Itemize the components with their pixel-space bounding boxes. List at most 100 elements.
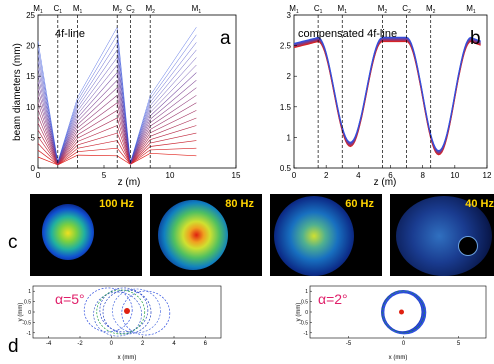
plot-b-ytick-label: 0.5 <box>280 164 292 173</box>
plot-b-title: compensated 4f-line <box>298 28 397 40</box>
plot-d2: -5 0 5 1 0.5 0 -0.5 -1 α=2° x (mm) y (mm) <box>296 285 487 361</box>
plot-a-ytick-label: 5 <box>31 133 36 142</box>
beam-spot <box>158 200 228 270</box>
beam-label-100hz: 100 Hz <box>99 198 134 210</box>
plot-a-marker-label: M2 <box>112 4 122 15</box>
plot-d1-ytick-label: 0.5 <box>24 300 31 306</box>
plot-d2-angle: α=2° <box>318 291 348 307</box>
plot-d1-circle <box>96 289 146 335</box>
plot-a-ytick-label: 10 <box>26 103 35 112</box>
plot-a-ytick-label: 15 <box>26 72 35 81</box>
plot-d2-xtick-label: -5 <box>346 341 352 347</box>
plot-d1-circle <box>112 288 161 334</box>
plot-b-ytick-label: 1.5 <box>280 103 292 112</box>
plot-d1-circle <box>99 287 149 333</box>
plot-b-marker-label: M1 <box>289 4 299 15</box>
plot-d2-ytick-label: -0.5 <box>299 320 308 326</box>
plot-b-marker-label: M2 <box>378 4 388 15</box>
plot-b-curves <box>293 36 481 156</box>
plot-d1-circle <box>83 287 133 333</box>
plot-d1-xtick-label: -2 <box>77 341 83 347</box>
plot-b-ytick-label: 3 <box>287 11 292 20</box>
plot-b-xtick-label: 6 <box>388 171 393 180</box>
plot-a-marker-label: M1 <box>73 4 83 15</box>
plot-a-ylabel: beam diameters (mm) <box>12 43 23 141</box>
plot-b-curve <box>293 37 481 152</box>
plot-d1-ytick-label: 0 <box>28 310 31 316</box>
plot-b-curve <box>293 41 481 156</box>
plot-b-ytick-label: 2.5 <box>280 42 292 51</box>
plot-a-ytick-label: 25 <box>26 11 35 20</box>
plot-a-xtick-label: 5 <box>102 171 107 180</box>
beam-label-60hz: 60 Hz <box>345 198 374 210</box>
beam-image-40hz: 40 Hz <box>390 194 494 276</box>
plot-d2-circle-green <box>382 290 425 334</box>
plot-b: M1 C1 M1 M2 C2 M2 M1 0 2 4 6 8 10 12 0.5 1 1.5 2 2.5 3 com… <box>280 4 492 188</box>
plot-a-xtick-label: 0 <box>36 171 41 180</box>
plot-a-ytick-label: 20 <box>26 42 35 51</box>
panel-label-c: c <box>8 232 18 253</box>
plot-a-ytick-label: 0 <box>31 164 36 173</box>
plot-b-xtick-label: 12 <box>483 171 492 180</box>
plot-d1-xtick-label: -4 <box>46 341 52 347</box>
plot-b-curve <box>293 40 481 155</box>
plot-d2-xtick-label: 5 <box>457 341 461 347</box>
beam-image-80hz: 80 Hz <box>150 194 262 276</box>
plot-b-xtick-label: 10 <box>450 171 459 180</box>
plot-b-ytick-label: 1 <box>287 133 292 142</box>
plot-b-marker-label: M1 <box>466 4 476 15</box>
plot-d2-ticks: -5 0 5 1 0.5 0 -0.5 -1 <box>299 289 460 347</box>
plot-b-xtick-label: 8 <box>420 171 425 180</box>
plot-d1-center <box>124 307 130 314</box>
plot-d1-ticks: -4 -2 0 2 4 6 1 0.5 0 -0.5 -1 <box>22 289 207 347</box>
plot-d1: -4 -2 0 2 4 6 1 0.5 0 -0.5 -1 α=5° x (mm) y (mm) <box>18 285 222 361</box>
plot-b-curve <box>293 38 481 153</box>
panel-label-d: d <box>8 336 19 357</box>
plot-d1-ylabel: y (mm) <box>18 303 24 322</box>
plot-b-curve <box>293 38 481 153</box>
plot-a-marker-label: M1 <box>33 4 43 15</box>
plot-a-marker-label: C1 <box>54 4 63 15</box>
plot-b-ytick-label: 2 <box>287 72 292 81</box>
dark-spot <box>458 236 478 256</box>
plot-a-xtick-label: 10 <box>166 171 175 180</box>
plot-a-title: 4f-line <box>55 28 85 40</box>
panel-label-b: b <box>470 28 481 49</box>
plot-d1-xtick-label: 2 <box>141 341 145 347</box>
plot-b-curve <box>293 36 481 152</box>
plot-d1-circle <box>93 291 142 337</box>
plot-a-marker-label: M1 <box>192 4 202 15</box>
plot-d2-circles <box>381 289 427 335</box>
plot-d2-xtick-label: 0 <box>402 341 406 347</box>
plot-a-xlabel: z (m) <box>118 177 141 188</box>
beam-spot <box>274 196 354 276</box>
plot-d1-xtick-label: 0 <box>110 341 114 347</box>
plot-d1-angle: α=5° <box>55 291 85 307</box>
panel-label-a: a <box>220 28 231 49</box>
plot-b-marker-label: C2 <box>402 4 411 15</box>
plot-d1-circles <box>83 287 171 337</box>
plot-d2-center <box>399 309 404 315</box>
beam-spot <box>396 196 492 276</box>
plot-d1-circle <box>102 289 152 335</box>
plot-d2-ylabel: y (mm) <box>296 303 302 322</box>
plot-b-xtick-label: 4 <box>356 171 361 180</box>
plot-b-markers: M1 C1 M1 M2 C2 M2 M1 <box>289 4 476 168</box>
plot-a-markers: M1 C1 M1 M2 C2 M2 M1 <box>33 4 201 168</box>
plot-a-marker-label: M2 <box>145 4 155 15</box>
plot-d2-ytick-label: 0 <box>305 310 308 316</box>
beam-image-100hz: 100 Hz <box>30 194 142 276</box>
plot-a-frame <box>37 14 237 169</box>
beam-label-80hz: 80 Hz <box>225 198 254 210</box>
plot-d1-ytick-label: -1 <box>27 331 32 337</box>
plot-d1-xlabel: x (mm) <box>118 355 137 361</box>
plot-d1-ytick-label: 1 <box>28 289 31 295</box>
plot-d2-xlabel: x (mm) <box>389 355 408 361</box>
plot-d1-ytick-label: -0.5 <box>22 320 31 326</box>
plot-d2-ytick-label: -1 <box>304 331 309 337</box>
plot-a-marker-label: C2 <box>126 4 135 15</box>
plot-b-marker-label: M1 <box>338 4 348 15</box>
plot-a-ticks: 0 5 10 15 0 5 10 15 20 25 <box>26 11 241 180</box>
